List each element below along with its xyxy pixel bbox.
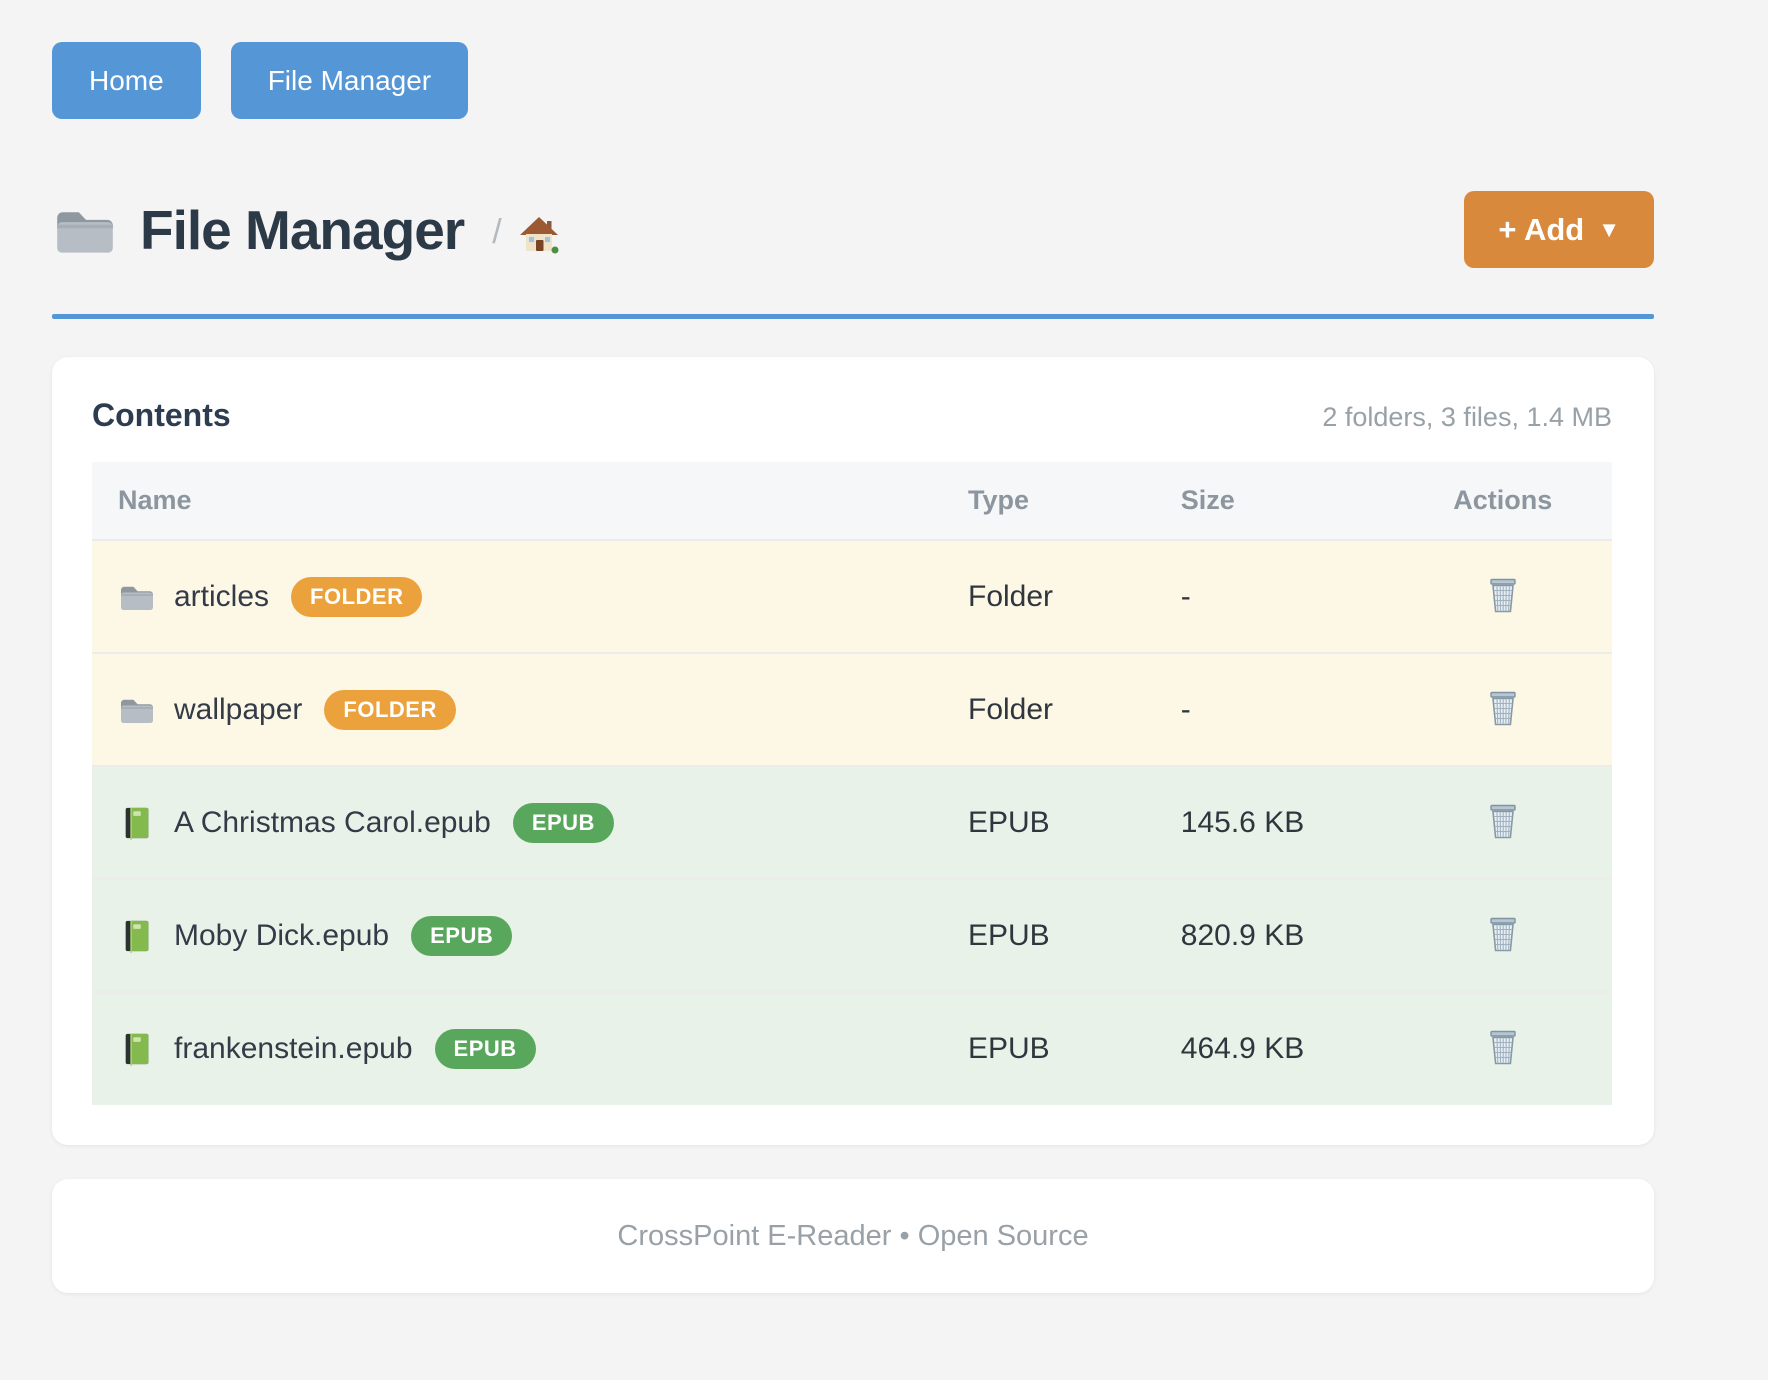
file-size: 145.6 KB <box>1179 766 1392 879</box>
delete-button[interactable] <box>1482 911 1524 957</box>
chevron-down-icon: ▼ <box>1598 217 1620 243</box>
column-header-size: Size <box>1179 462 1392 540</box>
file-type: Folder <box>966 653 1179 766</box>
type-badge: EPUB <box>513 803 614 843</box>
trash-icon <box>1486 689 1520 727</box>
file-size: - <box>1179 540 1392 653</box>
folder-icon <box>52 202 118 258</box>
file-size: 464.9 KB <box>1179 992 1392 1105</box>
nav-home-button[interactable]: Home <box>52 42 201 119</box>
contents-card: Contents 2 folders, 3 files, 1.4 MB Name… <box>52 357 1654 1145</box>
house-icon[interactable] <box>518 214 560 254</box>
page-header: File Manager / + Add ▼ <box>52 191 1654 268</box>
name-cell: frankenstein.epub EPUB <box>92 992 966 1105</box>
column-header-type: Type <box>966 462 1179 540</box>
name-cell: wallpaper FOLDER <box>92 653 966 766</box>
table-row: Moby Dick.epub EPUB EPUB 820.9 KB <box>92 879 1612 992</box>
table-row: A Christmas Carol.epub EPUB EPUB 145.6 K… <box>92 766 1612 879</box>
table-header-row: Name Type Size Actions <box>92 462 1612 540</box>
file-name[interactable]: wallpaper <box>174 693 302 727</box>
delete-button[interactable] <box>1482 798 1524 844</box>
trash-icon <box>1486 802 1520 840</box>
file-size: - <box>1179 653 1392 766</box>
file-size: 820.9 KB <box>1179 879 1392 992</box>
book-icon <box>118 919 156 953</box>
file-type: EPUB <box>966 992 1179 1105</box>
column-header-actions: Actions <box>1392 462 1612 540</box>
file-type: Folder <box>966 540 1179 653</box>
table-row: articles FOLDER Folder - <box>92 540 1612 653</box>
folder-icon <box>118 580 156 614</box>
trash-icon <box>1486 576 1520 614</box>
file-name[interactable]: articles <box>174 580 269 614</box>
footer-text: CrossPoint E-Reader • Open Source <box>617 1220 1088 1253</box>
add-button[interactable]: + Add ▼ <box>1464 191 1654 268</box>
add-button-label: + Add <box>1498 212 1584 248</box>
name-cell: Moby Dick.epub EPUB <box>92 879 966 992</box>
file-type: EPUB <box>966 879 1179 992</box>
type-badge: FOLDER <box>291 577 422 617</box>
top-nav: Home File Manager <box>52 0 1654 119</box>
name-cell: A Christmas Carol.epub EPUB <box>92 766 966 879</box>
contents-summary: 2 folders, 3 files, 1.4 MB <box>1322 402 1612 433</box>
footer: CrossPoint E-Reader • Open Source <box>52 1179 1654 1293</box>
file-table: Name Type Size Actions articles FOLDER F… <box>92 462 1612 1105</box>
type-badge: EPUB <box>435 1029 536 1069</box>
file-type: EPUB <box>966 766 1179 879</box>
delete-button[interactable] <box>1482 1024 1524 1070</box>
title-divider <box>52 314 1654 319</box>
contents-heading: Contents <box>92 397 231 434</box>
delete-button[interactable] <box>1482 572 1524 618</box>
type-badge: FOLDER <box>324 690 455 730</box>
type-badge: EPUB <box>411 916 512 956</box>
trash-icon <box>1486 1028 1520 1066</box>
file-name[interactable]: Moby Dick.epub <box>174 919 389 953</box>
table-row: frankenstein.epub EPUB EPUB 464.9 KB <box>92 992 1612 1105</box>
column-header-name: Name <box>92 462 966 540</box>
table-row: wallpaper FOLDER Folder - <box>92 653 1612 766</box>
trash-icon <box>1486 915 1520 953</box>
breadcrumb-separator: / <box>492 213 501 252</box>
name-cell: articles FOLDER <box>92 540 966 653</box>
nav-file-manager-button[interactable]: File Manager <box>231 42 468 119</box>
file-name[interactable]: frankenstein.epub <box>174 1032 413 1066</box>
file-name[interactable]: A Christmas Carol.epub <box>174 806 491 840</box>
book-icon <box>118 806 156 840</box>
book-icon <box>118 1032 156 1066</box>
delete-button[interactable] <box>1482 685 1524 731</box>
page-title: File Manager <box>140 198 464 262</box>
folder-icon <box>118 693 156 727</box>
